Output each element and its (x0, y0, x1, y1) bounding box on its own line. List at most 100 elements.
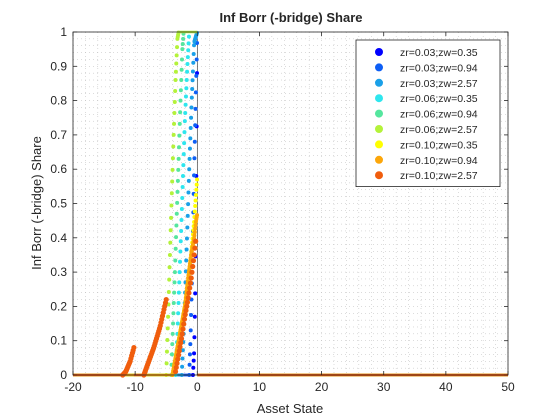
data-point (190, 96, 194, 100)
legend-marker (375, 79, 383, 87)
data-point (194, 223, 198, 227)
data-point (169, 228, 173, 232)
data-point (195, 213, 199, 217)
data-point (186, 55, 190, 59)
data-point (177, 301, 181, 305)
data-point (186, 202, 190, 206)
data-point (176, 322, 180, 326)
data-point (191, 69, 195, 73)
data-point (180, 47, 184, 51)
data-point (179, 229, 183, 233)
data-point (185, 236, 189, 240)
x-tick-label: 40 (439, 380, 453, 394)
legend-label: zr=0.06;zw=0.35 (400, 93, 478, 105)
data-point (180, 365, 184, 369)
legend-marker (375, 125, 383, 133)
data-point (165, 361, 169, 365)
data-point (192, 234, 196, 238)
data-point (167, 278, 171, 282)
data-point (180, 218, 184, 222)
data-point (165, 350, 169, 354)
y-tick-label: 0.8 (50, 94, 67, 108)
x-axis-label: Asset State (257, 401, 323, 416)
data-point (180, 357, 184, 361)
y-tick-label: 1 (60, 25, 67, 39)
data-point (167, 290, 171, 294)
legend-marker (375, 171, 383, 179)
data-point (182, 141, 186, 145)
data-point (170, 191, 174, 195)
data-point (131, 345, 136, 350)
data-point (181, 163, 185, 167)
data-point (182, 317, 187, 322)
legend-marker (375, 140, 383, 148)
data-point (177, 291, 181, 295)
legend-label: zr=0.10;zw=0.35 (400, 139, 478, 151)
data-point (185, 78, 189, 82)
data-point (171, 156, 175, 160)
data-point (193, 210, 197, 214)
data-point (173, 258, 177, 262)
data-point (180, 196, 184, 200)
data-point (181, 42, 185, 46)
data-point (168, 241, 172, 245)
legend-marker (375, 48, 383, 56)
data-point (194, 188, 198, 192)
data-point (192, 335, 196, 339)
data-point (187, 41, 191, 45)
data-point (184, 258, 188, 262)
data-point (176, 179, 180, 183)
data-point (194, 193, 198, 197)
data-point (177, 145, 181, 149)
legend-label: zr=0.10;zw=0.94 (400, 155, 478, 167)
data-point (185, 62, 189, 66)
data-point (171, 311, 175, 315)
x-tick-label: 0 (194, 380, 201, 394)
data-point (174, 223, 178, 227)
data-point (179, 336, 184, 341)
x-tick-label: -20 (64, 380, 82, 394)
data-point (186, 295, 191, 300)
data-point (179, 88, 183, 92)
data-point (183, 111, 187, 115)
data-point (175, 53, 179, 57)
data-point (187, 167, 191, 171)
data-point (171, 332, 175, 336)
data-point (170, 342, 174, 346)
data-point (183, 119, 187, 123)
data-point (179, 239, 183, 243)
data-point (188, 280, 193, 285)
data-point (190, 264, 195, 269)
data-point (192, 52, 196, 56)
data-point (191, 366, 195, 370)
data-point (193, 227, 197, 231)
data-point (191, 258, 196, 263)
data-point (165, 338, 169, 342)
data-point (193, 230, 197, 234)
data-point (170, 180, 174, 184)
data-point (192, 359, 196, 363)
data-point (176, 311, 180, 315)
data-point (179, 78, 183, 82)
x-tick-label: 20 (315, 380, 329, 394)
data-point (187, 179, 191, 183)
legend-label: zr=0.06;zw=2.57 (400, 124, 478, 136)
data-point (192, 252, 197, 257)
x-tick-label: 50 (501, 380, 515, 394)
data-point (168, 265, 172, 269)
data-point (192, 173, 196, 177)
data-point (186, 214, 190, 218)
data-point (171, 145, 175, 149)
legend-marker (375, 63, 383, 71)
data-point (180, 331, 185, 336)
x-tick-label: -10 (126, 380, 144, 394)
data-point (188, 157, 192, 161)
data-point (189, 275, 194, 280)
data-point (192, 245, 197, 250)
data-point (188, 147, 192, 151)
data-point (176, 190, 180, 194)
data-point (177, 280, 181, 284)
data-point (193, 204, 197, 208)
data-point (192, 156, 196, 160)
data-point (174, 235, 178, 239)
